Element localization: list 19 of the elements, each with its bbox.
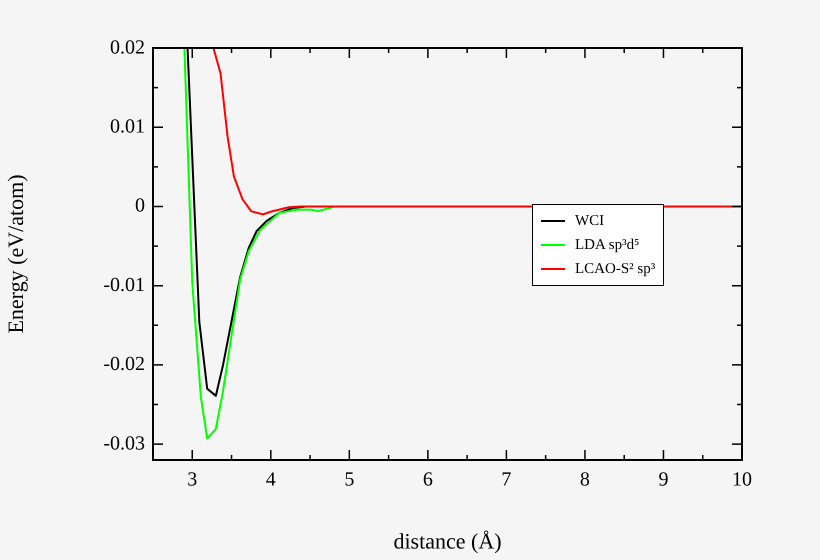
x-tick-label: 4 — [266, 468, 276, 490]
x-tick-label: 6 — [422, 468, 433, 490]
x-tick-label: 10 — [732, 468, 752, 490]
x-tick-label: 8 — [580, 468, 590, 490]
y-tick-label: -0.01 — [103, 274, 145, 296]
legend-label: LDA sp³d⁵ — [575, 236, 640, 255]
y-tick-label: 0 — [135, 194, 145, 217]
x-tick-label: 9 — [658, 468, 668, 490]
x-axis-title: distance (Å) — [393, 528, 502, 554]
x-tick-label: 7 — [501, 468, 512, 490]
y-tick-label: 0.02 — [110, 36, 145, 58]
x-tick-label: 3 — [187, 468, 198, 490]
y-tick-label: -0.02 — [103, 353, 145, 376]
x-tick-label: 5 — [344, 468, 354, 490]
y-axis-title: Energy (eV/atom) — [2, 174, 28, 334]
legend-label: LCAO-S² sp³ — [575, 260, 656, 279]
y-tick-label: 0.01 — [110, 115, 145, 138]
legend-label: WCI — [575, 212, 604, 231]
y-tick-label: -0.03 — [103, 432, 145, 454]
